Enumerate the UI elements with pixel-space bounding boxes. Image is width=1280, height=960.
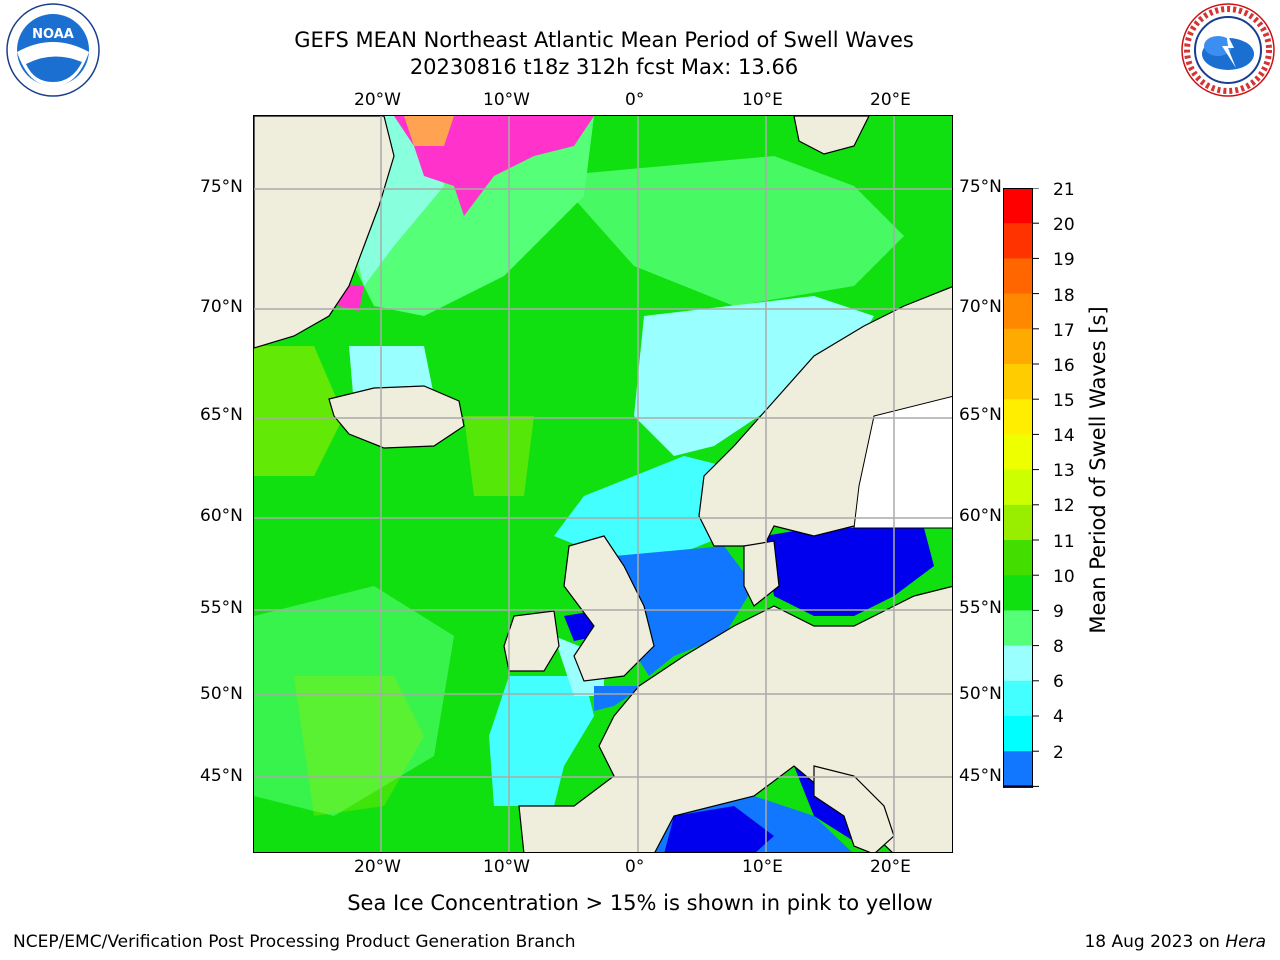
lat-label-right-45n: 45°N xyxy=(959,766,1002,786)
cb-tick-4: 4 xyxy=(1053,707,1064,727)
footer-date: 18 Aug 2023 on Hera xyxy=(1084,932,1266,952)
ocean-blue-channel xyxy=(594,686,644,711)
ocean-cyan-north xyxy=(554,456,724,556)
colorbar-segment xyxy=(1003,293,1033,330)
cb-tick-12: 12 xyxy=(1053,496,1075,516)
colorbar-segment xyxy=(1003,645,1033,682)
nws-logo xyxy=(1178,2,1278,98)
lon-label-bottom-20e: 20°E xyxy=(870,857,911,877)
noaa-logo-text: NOAA xyxy=(32,27,74,42)
lon-label-bottom-0: 0° xyxy=(625,857,645,877)
footer-host: Hera xyxy=(1225,932,1266,952)
colorbar-segment xyxy=(1003,540,1033,576)
lat-label-right-75n: 75°N xyxy=(959,177,1002,197)
chart-title: GEFS MEAN Northeast Atlantic Mean Period… xyxy=(294,28,914,52)
noaa-logo: NOAA xyxy=(2,2,104,98)
lat-label-left-50n: 50°N xyxy=(200,684,243,704)
cb-tick-8: 8 xyxy=(1053,637,1064,657)
colorbar-label: Mean Period of Swell Waves [s] xyxy=(1086,306,1110,634)
lat-label-right-70n: 70°N xyxy=(959,297,1002,317)
lon-label-top-10e: 10°E xyxy=(742,90,783,110)
sea-ice-yellow xyxy=(404,116,454,146)
ocean-light-green-norwegian xyxy=(554,156,904,306)
lon-label-top-20w: 20°W xyxy=(354,90,401,110)
lat-label-left-60n: 60°N xyxy=(200,506,243,526)
colorbar-segment xyxy=(1003,364,1033,400)
map-panel xyxy=(253,115,953,853)
lat-label-left-55n: 55°N xyxy=(200,598,243,618)
colorbar xyxy=(1002,187,1063,818)
colorbar-segment xyxy=(1003,399,1033,435)
ocean-yellowgreen-atlantic xyxy=(294,676,424,816)
land-ireland xyxy=(503,610,560,672)
map-svg xyxy=(254,116,952,852)
cb-tick-18: 18 xyxy=(1053,286,1075,306)
cb-tick-14: 14 xyxy=(1053,426,1075,446)
colorbar-segment xyxy=(1003,258,1033,295)
colorbar-frame xyxy=(1003,188,1033,787)
cb-tick-21: 21 xyxy=(1053,180,1075,200)
ocean-dark-blue-baltic xyxy=(764,526,934,616)
cb-tick-16: 16 xyxy=(1053,356,1075,376)
colorbar-segment xyxy=(1003,328,1033,365)
colorbar-segment xyxy=(1003,188,1033,224)
land-greenland xyxy=(254,116,395,349)
chart-subtitle: 20230816 t18z 312h fcst Max: 13.66 xyxy=(409,55,799,79)
lat-label-right-65n: 65°N xyxy=(959,405,1002,425)
cb-tick-9: 9 xyxy=(1053,602,1064,622)
lat-label-left-75n: 75°N xyxy=(200,177,243,197)
footer-date-text: 18 Aug 2023 on xyxy=(1084,932,1226,952)
cb-tick-6: 6 xyxy=(1053,672,1064,692)
cb-tick-2: 2 xyxy=(1053,743,1064,763)
colorbar-segment xyxy=(1003,504,1033,541)
land-svalbard xyxy=(793,116,870,155)
colorbar-segment xyxy=(1003,680,1033,717)
ocean-light-cyan-norwegian xyxy=(634,296,874,456)
colorbar-extend-arrow xyxy=(1002,785,1034,818)
cb-tick-19: 19 xyxy=(1053,250,1075,270)
lat-label-left-45n: 45°N xyxy=(200,766,243,786)
colorbar-segment xyxy=(1003,223,1033,259)
lon-label-top-10w: 10°W xyxy=(483,90,530,110)
land-italy xyxy=(813,765,895,852)
ocean-dark-blue-med xyxy=(664,806,774,852)
lat-label-right-60n: 60°N xyxy=(959,506,1002,526)
lat-label-left-70n: 70°N xyxy=(200,297,243,317)
colorbar-segment xyxy=(1003,751,1033,787)
colorbar-svg xyxy=(1002,187,1039,818)
lat-label-right-50n: 50°N xyxy=(959,684,1002,704)
land-no-data-sweden xyxy=(853,395,952,529)
lat-label-right-55n: 55°N xyxy=(959,598,1002,618)
lon-label-top-20e: 20°E xyxy=(870,90,911,110)
colorbar-segment xyxy=(1003,575,1033,611)
cb-tick-11: 11 xyxy=(1053,532,1075,552)
ocean-light-green-atlantic xyxy=(254,586,454,816)
land-great-britain xyxy=(563,535,655,682)
lat-label-left-65n: 65°N xyxy=(200,405,243,425)
land-iceland xyxy=(328,385,465,449)
cb-tick-10: 10 xyxy=(1053,567,1075,587)
cb-tick-20: 20 xyxy=(1053,215,1075,235)
lon-label-bottom-10w: 10°W xyxy=(483,857,530,877)
graticule xyxy=(254,116,952,852)
cb-tick-13: 13 xyxy=(1053,461,1075,481)
colorbar-segment xyxy=(1003,434,1033,471)
lon-label-top-0: 0° xyxy=(625,90,645,110)
colorbar-segment xyxy=(1003,610,1033,647)
cb-tick-15: 15 xyxy=(1053,391,1075,411)
ocean-yellowgreen-west xyxy=(254,346,344,476)
ocean-yellowgreen-central xyxy=(464,416,534,496)
cb-tick-17: 17 xyxy=(1053,321,1075,341)
sea-ice-caption: Sea Ice Concentration > 15% is shown in … xyxy=(347,891,933,915)
lon-label-bottom-20w: 20°W xyxy=(354,857,401,877)
colorbar-segment xyxy=(1003,469,1033,506)
footer-credit: NCEP/EMC/Verification Post Processing Pr… xyxy=(13,932,576,952)
ocean-cyan-biscay xyxy=(489,676,594,806)
lon-label-bottom-10e: 10°E xyxy=(742,857,783,877)
colorbar-segment xyxy=(1003,716,1033,752)
